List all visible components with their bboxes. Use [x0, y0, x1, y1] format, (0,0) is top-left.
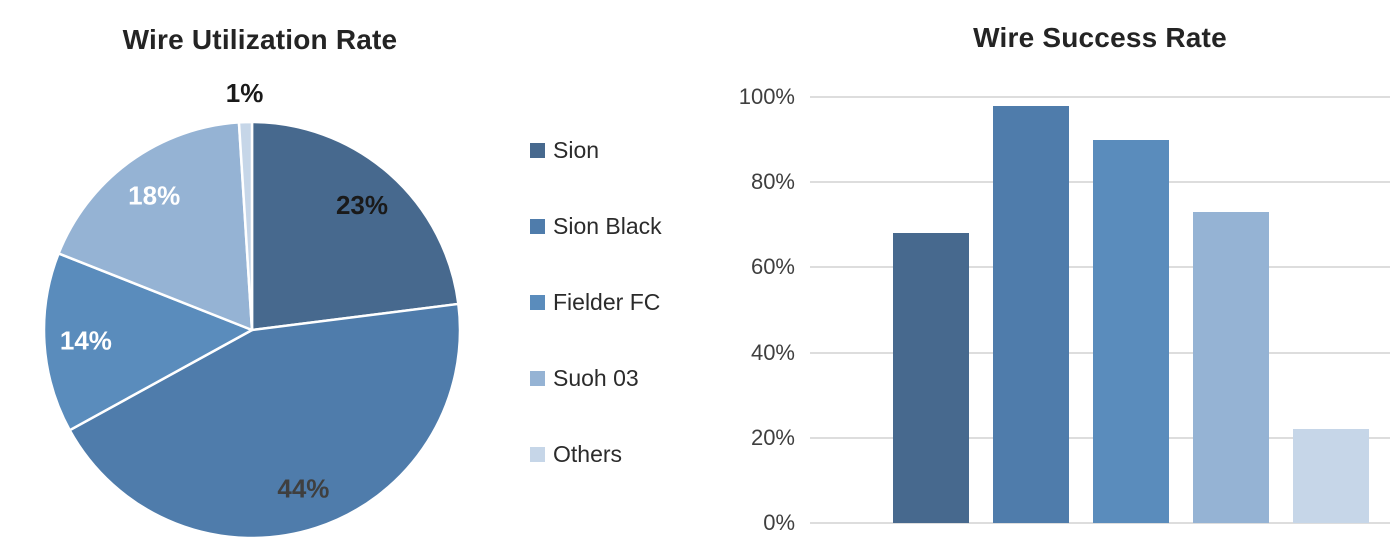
legend-swatch-sion: [530, 142, 545, 158]
pie-chart-title: Wire Utilization Rate: [122, 24, 398, 55]
bar-others: [1293, 429, 1369, 523]
legend-swatch-fielder-fc: [530, 294, 545, 310]
pie-data-label-others: 1%: [226, 78, 264, 108]
bar-chart: Wire Success Rate 0% 20% 40% 60% 80% 100%: [700, 0, 1390, 548]
pie-data-label-sion-black: 44%: [277, 473, 329, 503]
legend-label-sion-black: Sion Black: [553, 212, 662, 239]
legend-item-sion: Sion: [530, 136, 599, 164]
gridline-0-: [810, 522, 1390, 524]
gridline-100-: [810, 96, 1390, 98]
bar-chart-y-axis: 0% 20% 40% 60% 80% 100%: [700, 84, 795, 535]
legend-item-sion-black: Sion Black: [530, 212, 662, 240]
legend-item-suoh-03: Suoh 03: [530, 364, 639, 392]
bar-fielder-fc: [1093, 139, 1169, 523]
legend-label-sion: Sion: [553, 136, 600, 163]
bar-suoh-03: [1193, 212, 1269, 523]
bar-sion: [893, 233, 969, 523]
pie-chart: Wire Utilization Rate 23% 44% 14% 18% 1%: [0, 0, 530, 548]
pie-slice-fielder-fc: [42, 252, 254, 432]
y-tick-0-: 0%: [763, 510, 795, 535]
y-tick-20-: 20%: [750, 424, 795, 450]
y-tick-40-: 40%: [750, 339, 795, 365]
legend-label-fielder-fc: Fielder FC: [553, 288, 661, 315]
pie-data-label-fielder-fc: 14%: [60, 325, 112, 355]
chart-legend: Sion Sion Black Fielder FC Suoh 03 Others: [530, 0, 700, 548]
pie-slice-others: [237, 120, 254, 332]
bar-sion-black: [993, 105, 1069, 523]
pie-slice-sion-black: [68, 302, 462, 540]
legend-swatch-suoh-03: [530, 370, 545, 386]
legend-label-others: Others: [553, 440, 623, 467]
legend-label-suoh-03: Suoh 03: [553, 364, 639, 391]
pie-chart-plot: 23% 44% 14% 18% 1%: [42, 78, 462, 540]
pie-data-label-sion: 23%: [336, 190, 388, 220]
pie-data-label-suoh-03: 18%: [128, 180, 180, 210]
bar-chart-plot: [810, 96, 1390, 524]
pie-slice-sion: [250, 120, 460, 332]
legend-swatch-sion-black: [530, 218, 545, 234]
y-tick-100-: 100%: [738, 84, 795, 109]
legend-item-fielder-fc: Fielder FC: [530, 288, 660, 316]
legend-swatch-others: [530, 446, 545, 462]
bar-chart-title: Wire Success Rate: [973, 22, 1227, 53]
legend-item-others: Others: [530, 440, 622, 468]
y-tick-60-: 60%: [750, 254, 795, 280]
y-tick-80-: 80%: [750, 169, 795, 195]
pie-slice-suoh-03: [57, 121, 254, 332]
